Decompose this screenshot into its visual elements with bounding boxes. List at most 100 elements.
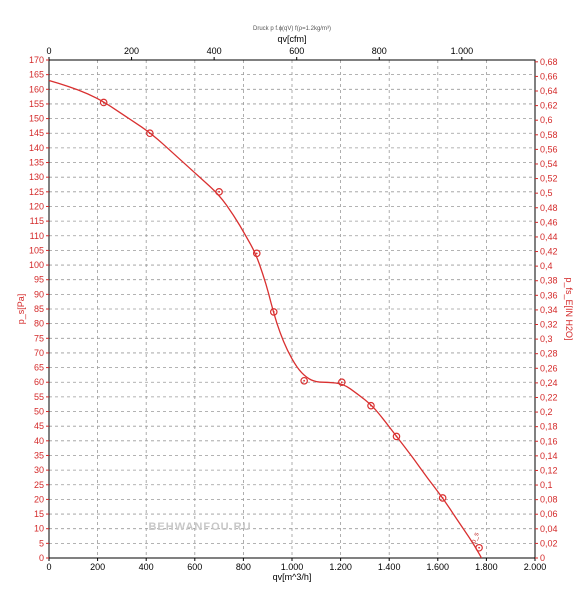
x-tick-label: 200 xyxy=(90,562,105,572)
series-group xyxy=(48,79,483,559)
y2-tick-label: 0,34 xyxy=(540,305,558,315)
y-tick-label: 100 xyxy=(29,260,44,270)
y2-tick-label: 0,64 xyxy=(540,86,558,96)
y-tick-label: 75 xyxy=(34,333,44,343)
y2-tick-label: 0,46 xyxy=(540,217,558,227)
data-point-center xyxy=(370,404,372,407)
y2-tick-label: 0,32 xyxy=(540,320,558,330)
y2-tick-label: 0,38 xyxy=(540,276,558,286)
y2-tick-label: 0,68 xyxy=(540,57,558,67)
x2-tick-label: 600 xyxy=(289,46,304,56)
y-tick-label: 25 xyxy=(34,480,44,490)
x-axis-ticks: 0 200 400 600 800 1.000 1.200 1.400 1.600 1.800 2.… xyxy=(46,558,546,572)
y-tick-label: 115 xyxy=(30,216,44,226)
y-axis-ticks: 0 5 10 15 20 25 30 35 40 45 50 55 60 65 70 75 80 85 90 95 10… xyxy=(29,55,49,563)
data-point-center xyxy=(255,252,258,255)
y-tick-label: 55 xyxy=(34,392,44,402)
x2-axis-label: qv[cfm] xyxy=(277,34,306,44)
y2-tick-label: 0,12 xyxy=(540,465,558,475)
y-tick-label: 120 xyxy=(29,201,44,211)
y2-tick-label: 0,62 xyxy=(540,101,558,111)
y-tick-label: 20 xyxy=(34,494,44,504)
data-point-marker xyxy=(215,188,223,196)
y2-tick-label: 0,14 xyxy=(540,451,558,461)
x-tick-label: 400 xyxy=(139,562,154,572)
data-point-marker xyxy=(269,308,278,316)
x-tick-label: 0 xyxy=(46,562,51,572)
data-point-center xyxy=(478,546,481,549)
y2-tick-label: 0,04 xyxy=(540,524,558,534)
y-tick-label: 80 xyxy=(34,319,44,329)
y-tick-label: 150 xyxy=(29,114,44,124)
data-point-center xyxy=(102,101,105,104)
y2-tick-label: 0,52 xyxy=(540,174,558,184)
y2-tick-label: 0,5 xyxy=(540,188,553,198)
series-line xyxy=(48,79,483,559)
y-tick-label: 65 xyxy=(34,363,44,373)
y-tick-label: 140 xyxy=(29,143,44,153)
y-tick-label: 90 xyxy=(34,289,44,299)
y2-tick-label: 0 xyxy=(540,553,545,563)
curve-tag: p_s xyxy=(470,531,481,544)
y2-tick-label: 0,22 xyxy=(540,392,558,402)
y2-tick-label: 0,42 xyxy=(540,247,558,257)
y-tick-label: 85 xyxy=(34,304,44,314)
x-tick-label: 2.000 xyxy=(524,562,547,572)
data-point-marker xyxy=(338,378,346,387)
y2-axis-ticks: 0 0,02 0,04 0,06 0,08 0,1 0,12 0,14 0,16 0,18 0,2 0… xyxy=(535,57,558,563)
y-tick-label: 10 xyxy=(34,524,44,534)
y-tick-label: 110 xyxy=(30,231,44,241)
data-point-center xyxy=(218,190,221,193)
y-tick-label: 50 xyxy=(34,407,44,417)
x2-tick-label: 0 xyxy=(46,46,51,56)
y-tick-label: 15 xyxy=(34,509,44,519)
x2-axis-ticks: 0 200 400 600 800 1.000 xyxy=(46,46,473,60)
y2-tick-label: 0,54 xyxy=(540,159,558,169)
y-tick-label: 95 xyxy=(34,275,44,285)
data-point-marker xyxy=(252,249,261,258)
data-point-marker xyxy=(475,543,483,552)
y-tick-label: 5 xyxy=(39,538,44,548)
data-point-marker xyxy=(367,401,375,410)
y2-tick-label: 0,02 xyxy=(540,538,558,548)
y-tick-label: 105 xyxy=(29,245,44,255)
y-tick-label: 135 xyxy=(29,158,44,168)
y2-tick-label: 0,4 xyxy=(540,261,553,271)
y2-tick-label: 0,44 xyxy=(540,232,558,242)
x-tick-label: 800 xyxy=(236,562,251,572)
x-tick-label: 1.200 xyxy=(329,562,352,572)
data-point-marker xyxy=(146,129,154,138)
y-tick-label: 125 xyxy=(29,187,44,197)
data-point-marker xyxy=(99,98,108,107)
x2-tick-label: 200 xyxy=(124,46,139,56)
data-point-marker xyxy=(300,376,308,385)
y-tick-label: 60 xyxy=(34,377,44,387)
grid-lines xyxy=(49,60,535,558)
y2-tick-label: 0,1 xyxy=(540,480,553,490)
y-tick-label: 145 xyxy=(29,128,44,138)
y2-tick-label: 0,3 xyxy=(540,334,553,344)
y2-tick-label: 0,28 xyxy=(540,349,558,359)
x-tick-label: 1.800 xyxy=(475,562,498,572)
y2-tick-label: 0,08 xyxy=(540,495,558,505)
y2-tick-label: 0,16 xyxy=(540,436,558,446)
y-tick-label: 0 xyxy=(39,553,44,563)
y2-tick-label: 0,2 xyxy=(540,407,553,417)
data-point-center xyxy=(303,379,306,382)
y-tick-label: 160 xyxy=(29,84,44,94)
y-tick-label: 165 xyxy=(29,70,44,80)
chart-title: Druck p f.ϕ(qV) f(ρ=1.2kg/m³) xyxy=(253,26,331,32)
y2-tick-label: 0,26 xyxy=(540,363,558,373)
y2-tick-label: 0,6 xyxy=(540,115,553,125)
y2-tick-label: 0,06 xyxy=(540,509,558,519)
data-point-center xyxy=(441,497,444,499)
x2-tick-label: 400 xyxy=(207,46,222,56)
x-tick-label: 1.000 xyxy=(281,562,304,572)
x-tick-label: 1.400 xyxy=(378,562,401,572)
y2-tick-label: 0,24 xyxy=(540,378,558,388)
y-tick-label: 45 xyxy=(34,421,44,431)
y-tick-label: 170 xyxy=(29,55,44,65)
y-tick-label: 155 xyxy=(29,99,44,109)
y2-axis-label: p_fs_E[IN H2O] xyxy=(564,277,574,340)
